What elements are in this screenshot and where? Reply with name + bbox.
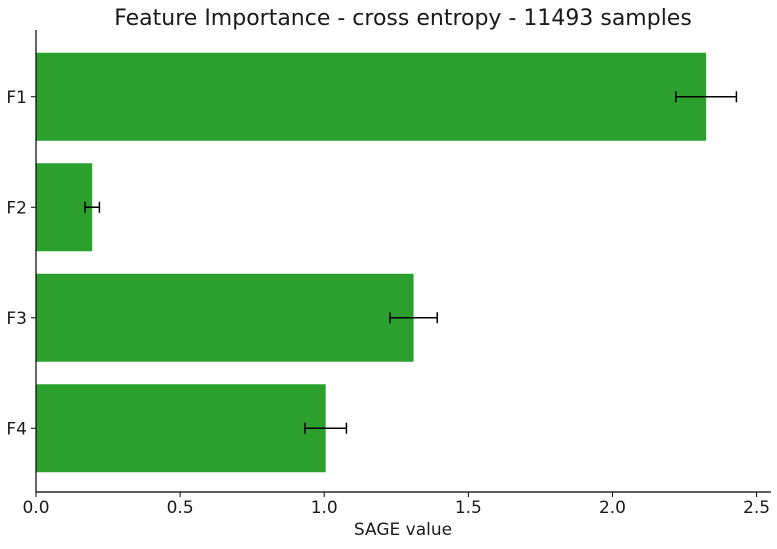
errorbar-f3 (389, 312, 438, 324)
x-tick-label-1: 0.5 (167, 498, 194, 518)
y-tick-label-f4: F4 (6, 419, 27, 439)
x-ticks-layer: 0.0 0.5 1.0 1.5 2.0 2.5 (22, 492, 770, 518)
x-tick-label-4: 2.0 (599, 498, 626, 518)
y-tick-label-f3: F3 (6, 309, 27, 329)
x-axis-label: SAGE value (354, 520, 452, 540)
errorbar-f1 (675, 91, 738, 103)
bar-f4 (36, 384, 326, 473)
x-tick-label-5: 2.5 (743, 498, 770, 518)
y-tick-label-f2: F2 (6, 198, 27, 218)
errorbar-f4 (304, 422, 348, 434)
x-tick-label-2: 1.0 (311, 498, 338, 518)
chart-title: Feature Importance - cross entropy - 114… (114, 6, 692, 31)
errorbar-f2 (84, 201, 101, 213)
x-tick-label-0: 0.0 (22, 498, 49, 518)
bar-f1 (36, 52, 707, 141)
x-tick-label-3: 1.5 (455, 498, 482, 518)
y-tick-label-f1: F1 (6, 88, 27, 108)
errorbars-layer (84, 91, 738, 434)
bars-layer (36, 52, 707, 473)
y-ticks-layer: F1 F2 F3 F4 (6, 88, 36, 439)
bar-f2 (36, 163, 93, 252)
bar-f3 (36, 273, 414, 362)
